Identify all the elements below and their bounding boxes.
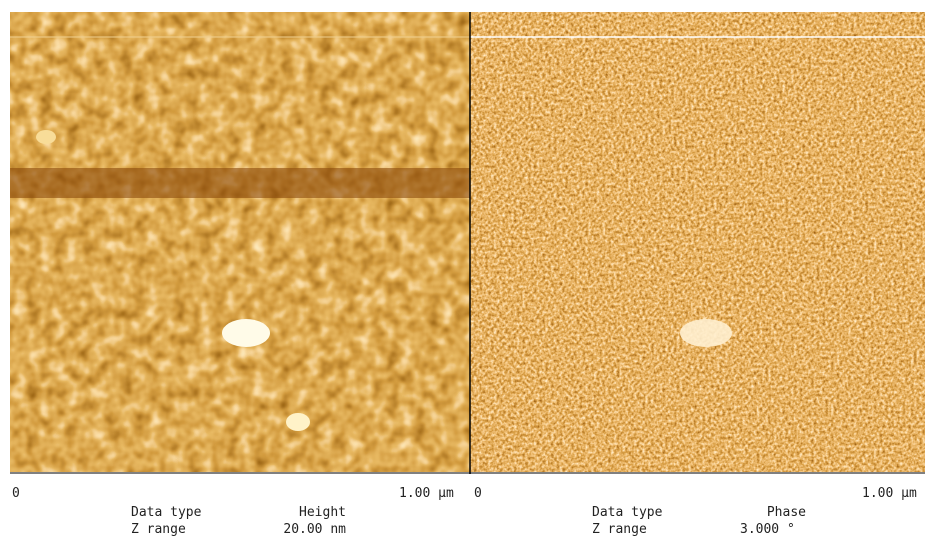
data-type: Height bbox=[299, 505, 346, 520]
z-range-label: Z range bbox=[131, 522, 186, 536]
x-start: 0 bbox=[474, 486, 482, 501]
data-type: Phase bbox=[767, 505, 806, 520]
height-image bbox=[10, 12, 470, 472]
z-range: 3.000 ° bbox=[740, 522, 795, 536]
afm-viewer: 0 1.00 µm Data type Height Z range 20.00… bbox=[0, 0, 925, 536]
page: {"panels":[ {"x_start":"0","x_end":"1.00… bbox=[0, 0, 925, 536]
x-end: 1.00 µm bbox=[862, 486, 917, 501]
z-range: 20.00 nm bbox=[283, 522, 346, 536]
x-start: 0 bbox=[12, 486, 20, 501]
phase-image bbox=[470, 12, 925, 472]
z-range-label: Z range bbox=[592, 522, 647, 536]
data-type-label: Data type bbox=[592, 505, 663, 520]
data-type-label: Data type bbox=[131, 505, 202, 520]
x-end: 1.00 µm bbox=[399, 486, 454, 501]
